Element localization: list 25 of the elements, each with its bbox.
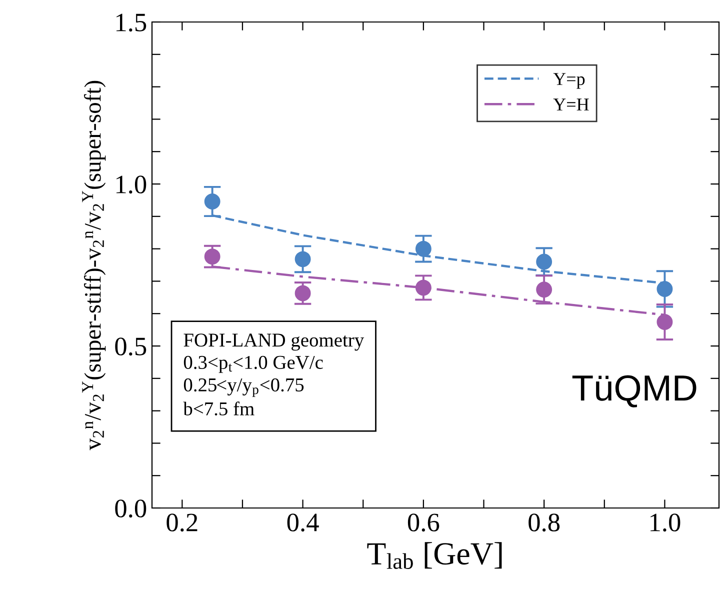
x-tick-label: 0.8: [528, 514, 560, 532]
legend-label: Y=H: [553, 98, 589, 110]
point: [204, 194, 220, 210]
x-axis-title: T$_{lab}$ [GeV]: [367, 542, 502, 569]
point: [656, 314, 673, 330]
y-tick-label: 0.5: [115, 338, 146, 356]
annotation: FOPI-LAND geometry 0.3<p$_{t}$<1.0 GeV/c 0.25<y/y$_{p}$<0.75 b<7.5 fm: [183, 334, 364, 416]
point: [656, 281, 673, 297]
x-tick-label: 0.4: [287, 514, 319, 532]
y-tick-label: 1.5: [116, 14, 146, 32]
text: v$_{2}$$^{n}$/v$_{2}$$^{Y}$(super-stiff)-v$_{2}$$^{n}$/v$_{2}$$^{Y}$(super-soft): [82, 80, 106, 450]
y-tick-label: 0.0: [115, 500, 146, 518]
point: [415, 280, 432, 296]
point: [415, 240, 432, 257]
annotation: TüQMD: [572, 375, 696, 408]
point: [294, 251, 311, 268]
point: [294, 285, 311, 302]
point: [536, 282, 552, 298]
legend-label: Y=p: [553, 73, 585, 89]
y-tick-label: 1.0: [116, 176, 146, 194]
point: [536, 254, 552, 270]
x-tick-label: 0.2: [166, 514, 198, 532]
point: [204, 248, 220, 265]
x-tick-label: 0.6: [408, 514, 440, 532]
x-tick-label: 1.0: [650, 514, 680, 532]
